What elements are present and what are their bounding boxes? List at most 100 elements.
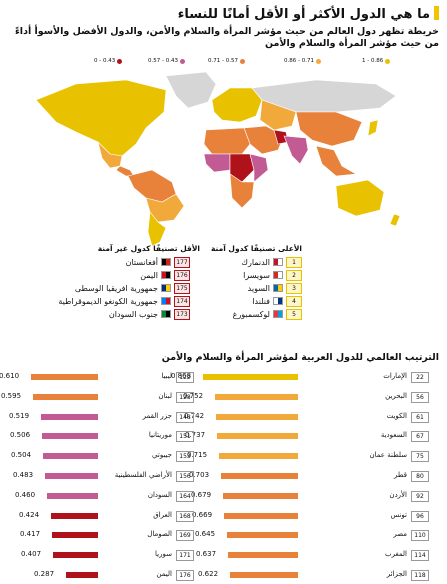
bar-rank: 75 xyxy=(411,451,429,463)
bar-rank: 171 xyxy=(176,550,194,562)
map-central-africa xyxy=(229,153,255,183)
map-southern-africa xyxy=(229,173,255,209)
rank-list-item: 1 الدنمارك xyxy=(241,256,302,268)
bar xyxy=(45,473,98,479)
bar xyxy=(203,374,298,380)
bar-category-label: السعودية xyxy=(380,431,407,440)
bar xyxy=(230,572,298,578)
section-title: الترتيب العالمي للدول العربية لمؤشر المر… xyxy=(161,352,439,363)
bar-rank: 56 xyxy=(411,391,429,403)
legend-item: 1 - 0.86 xyxy=(362,58,391,64)
map-legend: 0 - 0.43 0.57 - 0.43 0.71 - 0.57 0.86 - 0.7… xyxy=(8,58,428,68)
rank-list-item: 5 لوكسمبورغ xyxy=(233,308,302,320)
bar-value-label: 0.483 xyxy=(13,471,34,479)
rank-list-item: 173 جنوب السودان xyxy=(109,308,190,320)
legend-swatch xyxy=(117,58,123,64)
country-name: جمهورية افريقيا الوسطى xyxy=(74,283,158,293)
bar-rank: 151 xyxy=(176,431,194,443)
bar xyxy=(227,532,298,539)
legend-swatch xyxy=(385,58,391,64)
bar-category-label: تونس xyxy=(390,510,407,519)
bar-category-label: جيبوتي xyxy=(152,451,172,460)
bar xyxy=(223,492,298,499)
bar-rank: 153 xyxy=(176,451,194,463)
bar-value-label: 0.610 xyxy=(0,372,20,380)
bar-rank: 96 xyxy=(411,510,429,522)
bar xyxy=(42,433,98,440)
legend-swatch xyxy=(179,58,185,64)
bar-category-label: جزر القمر xyxy=(142,411,172,420)
bar xyxy=(41,413,98,420)
rank-number: 3 xyxy=(286,282,302,294)
bar-rank: 168 xyxy=(176,510,194,522)
map-new-zealand xyxy=(389,213,401,227)
bar-value-label: 0.868 xyxy=(171,372,192,380)
rank-number: 173 xyxy=(174,308,190,320)
country-name: أفغانستان xyxy=(125,257,158,267)
map-greenland xyxy=(165,71,217,109)
bar-value-label: 0.407 xyxy=(21,550,42,559)
map-east-africa xyxy=(249,153,269,183)
title-text: ما هي الدول الأكثر أو الأقل أمانًا للنسا… xyxy=(177,7,430,22)
bar-category-label: الجزائر xyxy=(386,570,407,578)
bar-category-label: لبنان xyxy=(158,391,172,400)
flag-icon xyxy=(273,310,283,318)
flag-icon xyxy=(161,271,171,279)
bar-value-label: 0.424 xyxy=(19,510,40,519)
best-list-title: الأعلى تصنيفًا كدول آمنة xyxy=(211,244,302,253)
bar xyxy=(51,512,98,519)
bar xyxy=(33,393,98,400)
flag-icon xyxy=(161,258,171,266)
bar-category-label: العراق xyxy=(153,510,172,519)
flag-icon xyxy=(161,297,171,305)
rank-list-item: 175 جمهورية افريقيا الوسطى xyxy=(75,282,190,294)
legend-item: 0.86 - 0.71 xyxy=(284,58,321,64)
rank-number: 175 xyxy=(174,282,190,294)
bar-rank: 164 xyxy=(176,490,194,502)
bar-category-label: الصومال xyxy=(147,530,172,539)
map-europe xyxy=(211,87,263,123)
bar xyxy=(47,492,98,499)
bar-rank: 67 xyxy=(411,431,429,443)
bar-value-label: 0.504 xyxy=(11,451,32,460)
best-list: 1 الدنمارك 2 سويسرا 3 السويد 4 فنلندا 5 لوكسمبورغ xyxy=(192,256,302,326)
bar-category-label: ليبيا xyxy=(161,372,172,380)
bar-rank: 176 xyxy=(176,570,194,581)
bar-rank: 128 xyxy=(176,391,194,403)
country-name: فنلندا xyxy=(252,296,270,306)
legend-item: 0.57 - 0.43 xyxy=(148,58,185,64)
legend-swatch xyxy=(315,58,321,64)
bar xyxy=(216,413,298,420)
legend-item: 0 - 0.43 xyxy=(94,58,123,64)
flag-icon xyxy=(273,284,283,292)
country-name: جمهورية الكونغو الديموقراطية xyxy=(58,296,158,306)
bar-category-label: الإمارات xyxy=(383,372,407,380)
bar-rank: 118 xyxy=(411,570,429,581)
rank-list-item: 174 جمهورية الكونغو الديموقراطية xyxy=(58,295,190,307)
worst-list-title: الأقل تصنيفًا كدول غير آمنة xyxy=(97,244,200,253)
bar-rank: 122 xyxy=(176,372,194,383)
bar xyxy=(31,374,98,380)
bar xyxy=(217,433,298,440)
rank-number: 2 xyxy=(286,269,302,281)
bar-value-label: 0.519 xyxy=(9,411,30,420)
map-southeast-asia xyxy=(315,145,357,177)
bar-value-label: 0.737 xyxy=(185,431,206,440)
country-name: سويسرا xyxy=(243,270,270,280)
bar xyxy=(215,393,298,400)
world-map xyxy=(35,71,401,247)
worst-list: 177 أفغانستان 176 اليمن 175 جمهورية افريقيا ا… xyxy=(10,256,190,326)
bar-category-label: السودان xyxy=(147,490,172,499)
map-north-america xyxy=(35,79,167,157)
flag-icon xyxy=(273,271,283,279)
rank-list-item: 176 اليمن xyxy=(140,269,190,281)
bar-value-label: 0.417 xyxy=(20,530,41,539)
bar xyxy=(43,453,98,460)
bar-category-label: موريتانيا xyxy=(148,431,172,440)
rank-number: 5 xyxy=(286,308,302,320)
bar-category-label: الأراضي الفلسطينية xyxy=(114,471,172,479)
bar xyxy=(228,552,298,559)
rank-number: 1 xyxy=(286,256,302,268)
bar-rank: 80 xyxy=(411,471,429,482)
flag-icon xyxy=(161,310,171,318)
